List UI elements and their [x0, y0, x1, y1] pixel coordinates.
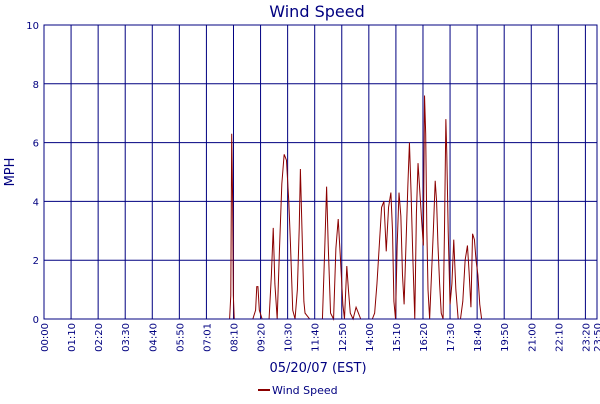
y-tick-label: 6	[33, 139, 39, 150]
x-tick-label: 04:40	[148, 323, 159, 352]
x-tick-label: 23:50	[593, 323, 600, 352]
legend: Wind Speed	[258, 384, 338, 397]
y-tick-label: 4	[33, 197, 39, 208]
y-axis-ticks: 0 2 4 6 8 10	[26, 21, 39, 326]
y-tick-label: 2	[33, 256, 39, 267]
x-tick-label: 11:40	[311, 323, 322, 352]
x-axis-label: 05/20/07 (EST)	[269, 361, 366, 376]
x-tick-label: 09:20	[257, 323, 268, 352]
chart-title: Wind Speed	[269, 2, 364, 21]
x-tick-label: 21:00	[527, 323, 538, 352]
x-tick-label: 10:30	[284, 323, 295, 352]
x-tick-label: 19:50	[500, 323, 511, 352]
y-tick-label: 10	[26, 21, 39, 32]
x-tick-label: 01:10	[67, 323, 78, 352]
y-tick-label: 0	[33, 315, 39, 326]
plot-background	[44, 25, 597, 319]
legend-label: Wind Speed	[272, 384, 338, 397]
y-tick-label: 8	[33, 80, 39, 91]
x-tick-label: 02:20	[94, 323, 105, 352]
x-tick-label: 05:50	[175, 323, 186, 352]
plot-area	[43, 24, 598, 321]
y-axis-label: MPH	[3, 158, 18, 187]
x-tick-label: 16:20	[419, 323, 430, 352]
x-tick-label: 07:01	[202, 323, 213, 352]
x-tick-label: 17:30	[446, 323, 457, 352]
x-axis-ticks: 00:00 01:10 02:20 03:30 04:40 05:50 07:01 08:10…	[40, 323, 600, 352]
x-tick-label: 18:40	[473, 323, 484, 352]
plot-border	[43, 24, 598, 320]
x-tick-label: 23:20	[581, 323, 592, 352]
x-tick-label: 12:50	[338, 323, 349, 352]
x-tick-label: 22:10	[554, 323, 565, 352]
x-tick-label: 03:30	[121, 323, 132, 352]
x-tick-label: 14:00	[365, 323, 376, 352]
x-tick-label: 15:10	[392, 323, 403, 352]
x-tick-label: 08:10	[229, 323, 240, 352]
x-tick-label: 00:00	[40, 323, 51, 352]
